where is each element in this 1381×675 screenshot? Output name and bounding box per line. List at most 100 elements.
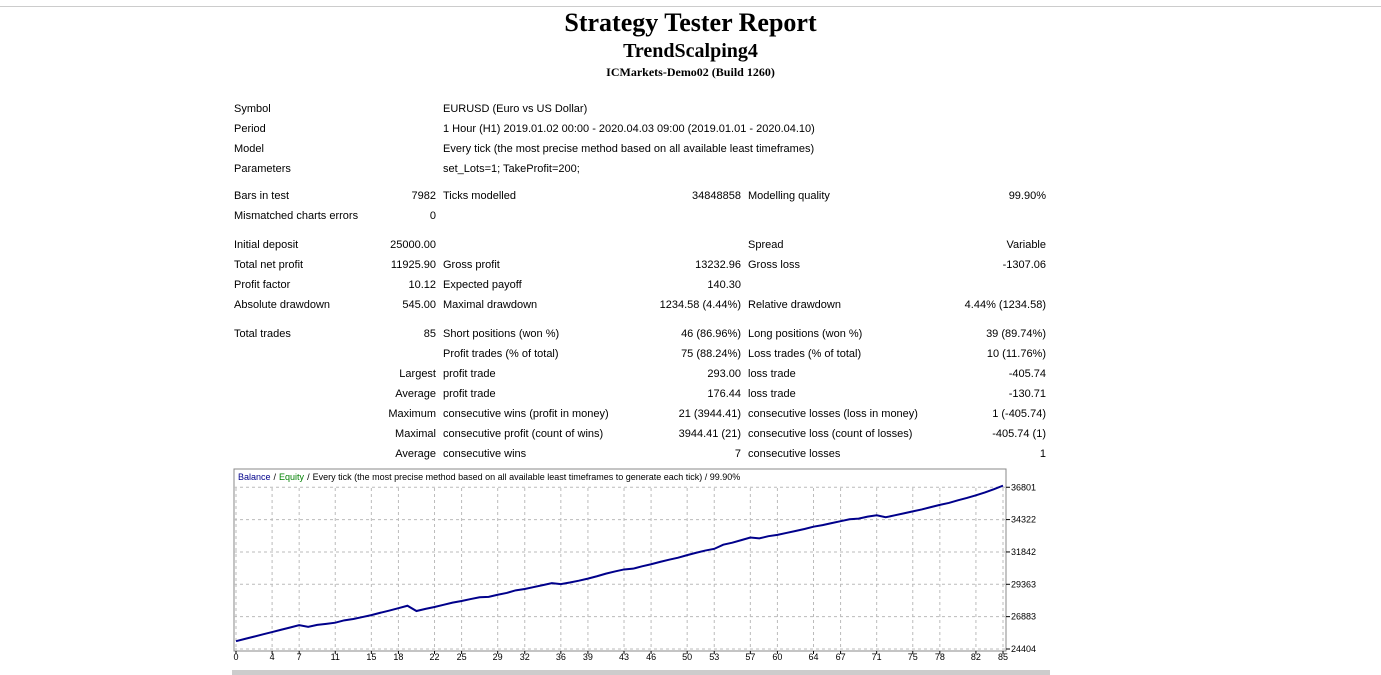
x-tick-label: 60: [772, 652, 782, 662]
table-cell: 7982: [411, 190, 436, 202]
table-cell: Total net profit: [234, 259, 304, 271]
y-tick-label: 29363: [1011, 579, 1036, 589]
top-rule: [0, 6, 1381, 7]
balance-line: [235, 484, 1004, 643]
table-cell: Relative drawdown: [748, 299, 841, 311]
table-cell: consecutive wins (profit in money): [443, 408, 609, 420]
table-cell: Period: [234, 123, 266, 135]
table-cell: 1: [1039, 448, 1046, 460]
table-cell: Mismatched charts errors: [234, 210, 359, 222]
table-cell: Parameters: [234, 163, 291, 175]
x-tick-label: 67: [836, 652, 846, 662]
table-cell: 10.12: [408, 279, 436, 291]
table-cell: consecutive losses: [748, 448, 841, 460]
table-cell: Model: [234, 143, 264, 155]
table-cell: Average: [395, 388, 436, 400]
server-name: ICMarkets-Demo02 (Build 1260): [606, 65, 775, 79]
table-cell: consecutive wins: [443, 448, 527, 460]
x-tick-label: 64: [808, 652, 818, 662]
table-cell: Profit factor: [234, 279, 291, 291]
table-cell: EURUSD (Euro vs US Dollar): [443, 103, 588, 115]
table-cell: -405.74 (1): [992, 428, 1046, 440]
table-cell: -1307.06: [1002, 259, 1046, 271]
y-tick-label: 36801: [1011, 482, 1036, 492]
table-cell: Absolute drawdown: [234, 299, 331, 311]
y-tick-label: 26883: [1011, 612, 1036, 622]
legend-separator: /: [307, 472, 310, 482]
legend-description: Every tick (the most precise method base…: [313, 472, 741, 482]
chart-legend: Balance / Equity / Every tick (the most prec…: [238, 472, 740, 482]
x-tick-label: 36: [556, 652, 566, 662]
table-cell: Ticks modelled: [443, 190, 516, 202]
table-cell: 1 (-405.74): [992, 408, 1046, 420]
table-cell: Short positions (won %): [443, 328, 560, 340]
y-tick-label: 24404: [1011, 644, 1036, 654]
table-cell: consecutive profit (count of wins): [443, 428, 604, 440]
table-cell: 0: [429, 210, 436, 222]
table-cell: loss trade: [748, 388, 796, 400]
report-subtitle: TrendScalping4: [623, 40, 758, 62]
y-tick-label: 34322: [1011, 515, 1036, 525]
x-tick-label: 43: [619, 652, 629, 662]
x-tick-label: 39: [583, 652, 593, 662]
x-tick-label: 25: [457, 652, 467, 662]
x-tick-label: 53: [709, 652, 719, 662]
x-tick-label: 32: [520, 652, 530, 662]
x-tick-label: 57: [745, 652, 755, 662]
table-cell: 545.00: [402, 299, 436, 311]
table-cell: consecutive loss (count of losses): [748, 428, 913, 440]
table-cell: Spread: [748, 239, 784, 251]
table-cell: set_Lots=1; TakeProfit=200;: [443, 163, 580, 175]
table-cell: Modelling quality: [748, 190, 830, 202]
table-cell: profit trade: [443, 388, 496, 400]
table-cell: loss trade: [748, 368, 796, 380]
legend-equity: Equity: [279, 472, 305, 482]
table-cell: 10 (11.76%): [986, 348, 1046, 360]
table-cell: Expected payoff: [443, 279, 522, 291]
table-cell: 75 (88.24%): [681, 348, 741, 360]
table-cell: Initial deposit: [234, 239, 299, 251]
table-cell: -130.71: [1008, 388, 1046, 400]
table-cell: Maximal: [395, 428, 436, 440]
table-cell: Average: [395, 448, 436, 460]
x-tick-label: 15: [366, 652, 376, 662]
legend-separator: /: [274, 472, 277, 482]
x-tick-label: 75: [908, 652, 918, 662]
table-cell: Total trades: [234, 328, 291, 340]
table-cell: 1 Hour (H1) 2019.01.02 00:00 - 2020.04.0…: [443, 123, 815, 135]
table-cell: 39 (89.74%): [986, 328, 1046, 340]
x-tick-label: 85: [998, 652, 1008, 662]
table-cell: 1234.58 (4.44%): [659, 299, 741, 311]
table-cell: profit trade: [443, 368, 496, 380]
plot-frame: [233, 468, 1007, 652]
x-tick-label: 18: [393, 652, 403, 662]
table-cell: 293.00: [707, 368, 741, 380]
x-tick-label: 4: [270, 652, 275, 662]
y-tick-label: 31842: [1011, 547, 1036, 557]
x-tick-label: 11: [331, 652, 340, 662]
x-tick-label: 71: [872, 652, 882, 662]
table-cell: 34848858: [692, 190, 741, 202]
table-cell: 25000.00: [390, 239, 436, 251]
table-cell: 4.44% (1234.58): [964, 299, 1046, 311]
table-cell: 3944.41 (21): [678, 428, 741, 440]
table-cell: Loss trades (% of total): [748, 348, 862, 360]
table-cell: 176.44: [707, 388, 741, 400]
x-tick-label: 0: [233, 652, 238, 662]
table-cell: Long positions (won %): [748, 328, 863, 340]
x-tick-label: 29: [493, 652, 503, 662]
table-cell: -405.74: [1008, 368, 1046, 380]
table-cell: Profit trades (% of total): [443, 348, 559, 360]
table-cell: 11925.90: [390, 259, 436, 271]
table-cell: Every tick (the most precise method base…: [443, 143, 815, 155]
table-cell: Bars in test: [234, 190, 290, 202]
report-title: Strategy Tester Report: [564, 8, 817, 37]
x-tick-label: 82: [971, 652, 981, 662]
x-tick-label: 50: [682, 652, 692, 662]
table-cell: consecutive losses (loss in money): [748, 408, 918, 420]
table-cell: 140.30: [707, 279, 741, 291]
table-cell: Largest: [399, 368, 436, 380]
table-cell: Maximum: [388, 408, 436, 420]
